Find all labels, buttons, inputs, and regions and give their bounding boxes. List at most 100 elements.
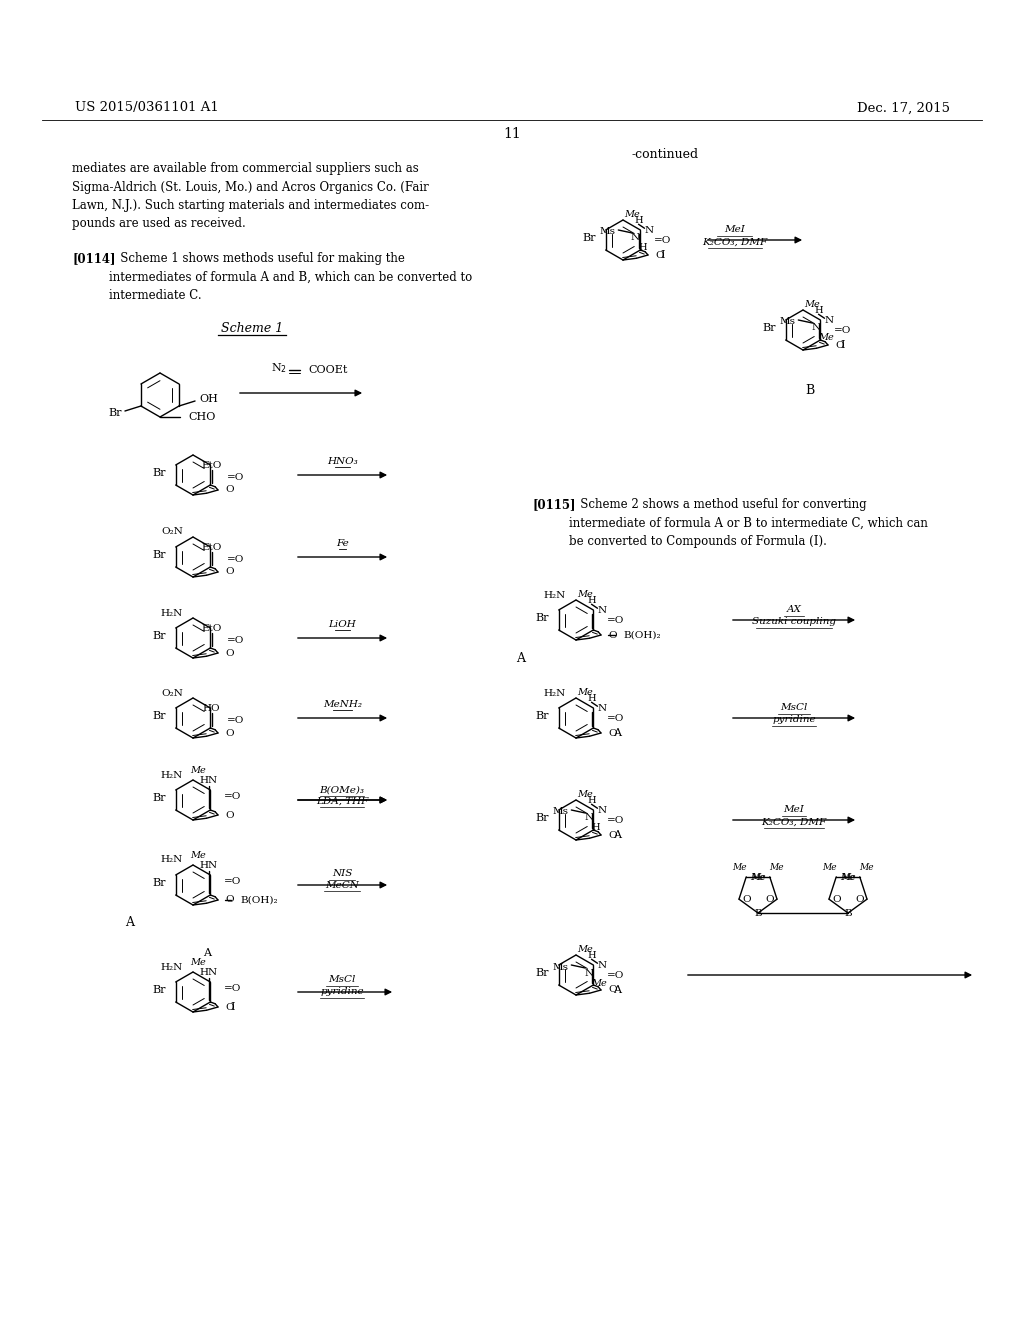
- Text: Me: Me: [190, 958, 207, 966]
- Text: Br: Br: [536, 813, 549, 822]
- Text: Me: Me: [818, 334, 835, 342]
- Text: Me: Me: [190, 766, 207, 775]
- Text: Ms: Ms: [552, 808, 568, 817]
- Text: =O: =O: [226, 554, 244, 564]
- Text: N: N: [585, 813, 594, 822]
- Text: I: I: [230, 1002, 234, 1012]
- Text: O: O: [608, 631, 616, 639]
- Text: N: N: [645, 226, 654, 235]
- Text: EtO: EtO: [202, 461, 221, 470]
- Text: =O: =O: [834, 326, 851, 335]
- Text: MsCl: MsCl: [329, 975, 355, 985]
- Text: HN: HN: [200, 968, 217, 977]
- Text: [0115]: [0115]: [532, 498, 575, 511]
- Text: N: N: [631, 234, 640, 243]
- Text: Me: Me: [804, 300, 819, 309]
- Text: =O: =O: [606, 816, 624, 825]
- Text: MeCN: MeCN: [325, 880, 359, 890]
- Text: N: N: [598, 805, 607, 814]
- Text: A: A: [613, 830, 621, 840]
- Text: =O: =O: [223, 792, 241, 801]
- Text: O: O: [855, 895, 864, 904]
- Text: H: H: [634, 215, 643, 224]
- Text: Br: Br: [536, 612, 549, 623]
- Text: =O: =O: [226, 715, 244, 725]
- Text: N: N: [598, 961, 607, 970]
- Text: Br: Br: [153, 550, 166, 560]
- Text: O: O: [225, 648, 233, 657]
- Text: =O: =O: [223, 983, 241, 993]
- Text: Me: Me: [842, 873, 856, 882]
- Text: K₂CO₃, DMF: K₂CO₃, DMF: [702, 238, 768, 247]
- Text: H: H: [591, 822, 600, 832]
- Text: NIS: NIS: [332, 870, 352, 879]
- Text: O: O: [835, 341, 844, 350]
- Text: Br: Br: [536, 711, 549, 721]
- Text: A: A: [126, 916, 134, 929]
- Text: K₂CO₃, DMF: K₂CO₃, DMF: [762, 817, 826, 826]
- Text: N: N: [812, 323, 821, 333]
- Text: COOEt: COOEt: [308, 366, 347, 375]
- Text: B: B: [805, 384, 815, 396]
- Text: mediates are available from commercial suppliers such as
Sigma-Aldrich (St. Loui: mediates are available from commercial s…: [72, 162, 429, 231]
- Text: B(OH)₂: B(OH)₂: [623, 631, 660, 639]
- Text: =O: =O: [223, 876, 241, 886]
- Text: =O: =O: [226, 473, 244, 482]
- Text: Me: Me: [577, 945, 593, 954]
- Text: EtO: EtO: [202, 543, 221, 552]
- Text: HO: HO: [203, 704, 220, 713]
- Text: LDA, THF: LDA, THF: [315, 796, 369, 805]
- Text: A: A: [613, 985, 621, 995]
- Text: Me: Me: [840, 873, 855, 882]
- Text: Me: Me: [190, 851, 207, 859]
- Text: Br: Br: [109, 408, 122, 418]
- Text: MeI: MeI: [725, 226, 745, 235]
- Text: N: N: [825, 315, 835, 325]
- Text: Me: Me: [577, 789, 593, 799]
- Text: MeI: MeI: [783, 805, 805, 814]
- Text: Me: Me: [591, 978, 607, 987]
- Text: US 2015/0361101 A1: US 2015/0361101 A1: [75, 102, 219, 115]
- Text: Br: Br: [583, 234, 596, 243]
- Text: O: O: [225, 729, 233, 738]
- Text: O: O: [831, 895, 841, 904]
- Text: =O: =O: [653, 236, 671, 244]
- Text: Br: Br: [536, 968, 549, 978]
- Text: H: H: [587, 796, 596, 805]
- Text: Dec. 17, 2015: Dec. 17, 2015: [857, 102, 950, 115]
- Text: O: O: [765, 895, 774, 904]
- Text: O₂N: O₂N: [161, 689, 183, 697]
- Text: Scheme 1: Scheme 1: [221, 322, 283, 334]
- Text: Scheme 1 shows methods useful for making the
intermediates of formula A and B, w: Scheme 1 shows methods useful for making…: [109, 252, 472, 302]
- Text: =O: =O: [606, 970, 624, 979]
- Text: Me: Me: [732, 862, 746, 871]
- Text: Br: Br: [153, 469, 166, 478]
- Text: [0114]: [0114]: [72, 252, 116, 265]
- Text: H: H: [814, 306, 823, 314]
- Text: I: I: [840, 341, 845, 350]
- Text: AX: AX: [786, 606, 802, 615]
- Text: B(OMe)₃: B(OMe)₃: [319, 785, 365, 795]
- Text: Ms: Ms: [552, 962, 568, 972]
- Text: pyridine: pyridine: [772, 715, 816, 725]
- Text: B(OH)₂: B(OH)₂: [240, 895, 278, 904]
- Text: H₂N: H₂N: [544, 590, 566, 599]
- Text: H: H: [587, 595, 596, 605]
- Text: H: H: [587, 950, 596, 960]
- Text: N: N: [598, 704, 607, 713]
- Text: Me: Me: [751, 873, 765, 882]
- Text: H: H: [638, 243, 646, 252]
- Text: EtO: EtO: [202, 624, 221, 632]
- Text: Suzuki coupling: Suzuki coupling: [752, 618, 836, 627]
- Text: H₂N: H₂N: [161, 962, 183, 972]
- Text: N: N: [598, 606, 607, 615]
- Text: O: O: [742, 895, 751, 904]
- Text: HNO₃: HNO₃: [327, 457, 357, 466]
- Text: Me: Me: [577, 590, 593, 599]
- Text: H₂N: H₂N: [161, 609, 183, 618]
- Text: HN: HN: [200, 776, 217, 785]
- Text: H: H: [587, 694, 596, 702]
- Text: =O: =O: [226, 636, 244, 644]
- Text: O: O: [225, 568, 233, 577]
- Text: Br: Br: [153, 711, 166, 721]
